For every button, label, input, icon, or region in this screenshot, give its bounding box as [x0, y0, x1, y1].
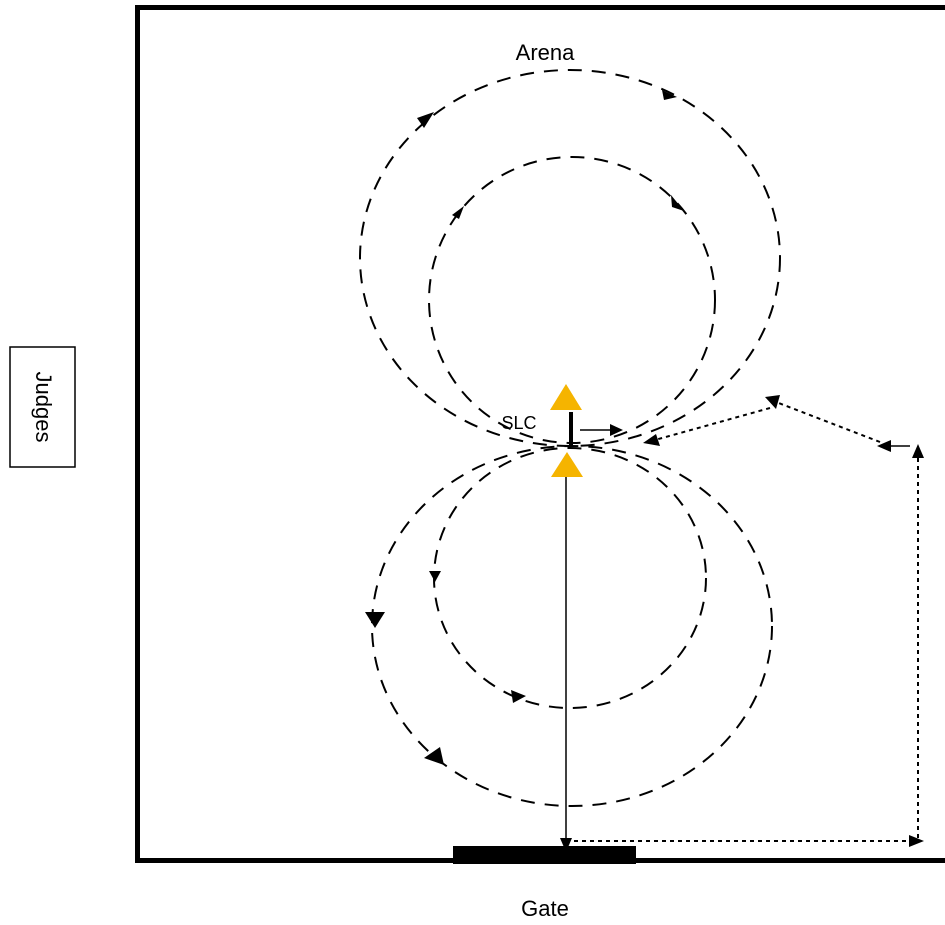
arrowhead-lower-inner-left	[429, 571, 441, 582]
arrowhead-return-up	[912, 444, 924, 458]
arrowhead-slc-direction	[610, 424, 623, 436]
arrowhead-return-right	[909, 835, 924, 847]
cone-icon	[550, 384, 582, 410]
arrowhead-return-left	[877, 440, 891, 452]
return-path-diagonal-up	[775, 401, 881, 443]
arrowhead-lower-inner-bottom	[511, 690, 526, 703]
slc-label: SLC	[501, 413, 536, 433]
arrowhead-lower-outer-bottom	[424, 747, 444, 765]
slc-marker	[569, 412, 573, 445]
arrowhead-upper-outer-left	[417, 112, 434, 128]
gate-label: Gate	[521, 896, 569, 921]
arrowhead-return-diagonal-up	[765, 395, 780, 409]
lower-outer-circle-path	[371, 445, 773, 807]
cone-icon	[551, 452, 583, 477]
gate-bar	[453, 846, 636, 864]
arrowhead-lower-outer-left	[365, 612, 385, 628]
lower-inner-circle-path	[433, 447, 707, 709]
arrowhead-upper-outer-right	[662, 90, 677, 100]
arrowhead-return-diagonal-down	[643, 434, 660, 446]
return-path-diagonal-down	[654, 407, 771, 441]
judges-label: Judges	[31, 372, 56, 443]
arena-title: Arena	[516, 40, 575, 65]
arrowhead-upper-inner-right	[671, 195, 684, 211]
judges-box	[9, 346, 76, 468]
arrowhead-upper-inner-left	[452, 206, 464, 219]
arena-boundary	[135, 5, 945, 863]
